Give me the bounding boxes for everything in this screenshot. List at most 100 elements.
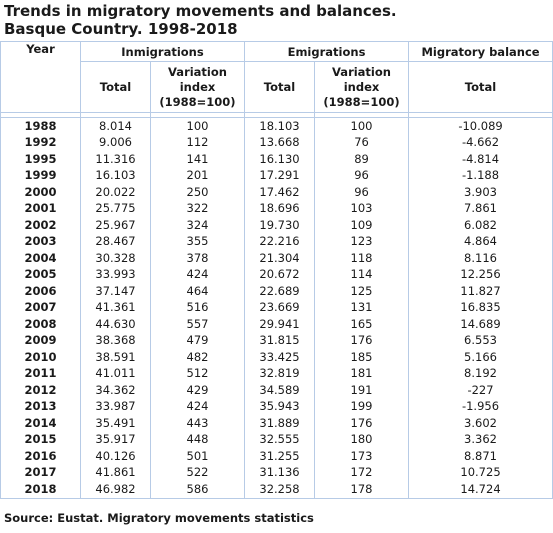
cell-migratory-balance: 10.725 — [408, 464, 553, 481]
cell-emigrations-index: 89 — [313, 151, 410, 168]
cell-migratory-balance: -1.956 — [408, 398, 553, 415]
cell-migratory-balance: 6.553 — [408, 332, 553, 349]
cell-emigrations-index: 96 — [313, 184, 410, 201]
cell-immigrations-index: 501 — [150, 448, 245, 465]
cell-emigrations-index: 114 — [313, 266, 410, 283]
table-row: 1995 11.316 141 16.130 89 -4.814 — [0, 151, 553, 168]
cell-migratory-balance: 5.166 — [408, 349, 553, 366]
cell-migratory-balance: -227 — [408, 382, 553, 399]
cell-emigrations-index: 180 — [313, 431, 410, 448]
cell-immigrations-total: 25.775 — [80, 200, 151, 217]
cell-emigrations-index: 176 — [313, 332, 410, 349]
cell-migratory-balance: 6.082 — [408, 217, 553, 234]
cell-year: 2005 — [0, 266, 81, 283]
cell-emigrations-total: 13.668 — [244, 134, 315, 151]
cell-year: 2002 — [0, 217, 81, 234]
cell-emigrations-total: 34.589 — [244, 382, 315, 399]
cell-immigrations-total: 35.491 — [80, 415, 151, 432]
cell-immigrations-total: 30.328 — [80, 250, 151, 267]
cell-emigrations-total: 16.130 — [244, 151, 315, 168]
cell-emigrations-total: 18.696 — [244, 200, 315, 217]
cell-emigrations-total: 20.672 — [244, 266, 315, 283]
cell-immigrations-total: 33.993 — [80, 266, 151, 283]
cell-year: 2016 — [0, 448, 81, 465]
header-immigrations: Inmigrations — [80, 41, 245, 62]
title-line-2: Basque Country. 1998-2018 — [4, 20, 238, 38]
cell-immigrations-total: 28.467 — [80, 233, 151, 250]
cell-emigrations-total: 22.216 — [244, 233, 315, 250]
cell-year: 2001 — [0, 200, 81, 217]
cell-emigrations-index: 172 — [313, 464, 410, 481]
cell-year: 2018 — [0, 481, 81, 499]
table-row: 2010 38.591 482 33.425 185 5.166 — [0, 349, 553, 366]
cell-immigrations-index: 324 — [150, 217, 245, 234]
cell-immigrations-total: 40.126 — [80, 448, 151, 465]
cell-year: 2008 — [0, 316, 81, 333]
header-year: Year — [0, 41, 81, 113]
cell-emigrations-index: 191 — [313, 382, 410, 399]
cell-year: 2007 — [0, 299, 81, 316]
table-row: 2014 35.491 443 31.889 176 3.602 — [0, 415, 553, 432]
table-row: 2018 46.982 586 32.258 178 14.724 — [0, 481, 553, 499]
cell-emigrations-total: 33.425 — [244, 349, 315, 366]
source-note: Source: Eustat. Migratory movements stat… — [4, 511, 314, 525]
cell-immigrations-index: 201 — [150, 167, 245, 184]
table-row: 2007 41.361 516 23.669 131 16.835 — [0, 299, 553, 316]
header-imm-variation: Variation index (1988=100) — [150, 61, 245, 113]
cell-immigrations-total: 16.103 — [80, 167, 151, 184]
cell-year: 2000 — [0, 184, 81, 201]
table-row: 1999 16.103 201 17.291 96 -1.188 — [0, 167, 553, 184]
table-row: 1988 8.014 100 18.103 100 -10.089 — [0, 117, 553, 135]
table-row: 2004 30.328 378 21.304 118 8.116 — [0, 250, 553, 267]
table-title: Trends in migratory movements and balanc… — [4, 2, 397, 38]
cell-migratory-balance: 14.689 — [408, 316, 553, 333]
cell-immigrations-index: 448 — [150, 431, 245, 448]
cell-emigrations-index: 176 — [313, 415, 410, 432]
cell-year: 2015 — [0, 431, 81, 448]
cell-immigrations-index: 424 — [150, 266, 245, 283]
cell-year: 2010 — [0, 349, 81, 366]
cell-emigrations-index: 123 — [313, 233, 410, 250]
header-emi-total: Total — [244, 61, 315, 113]
table-row: 2001 25.775 322 18.696 103 7.861 — [0, 200, 553, 217]
cell-year: 2017 — [0, 464, 81, 481]
cell-immigrations-total: 33.987 — [80, 398, 151, 415]
cell-immigrations-index: 443 — [150, 415, 245, 432]
cell-immigrations-index: 512 — [150, 365, 245, 382]
cell-immigrations-total: 41.011 — [80, 365, 151, 382]
header-variation-line2: index — [179, 79, 216, 94]
header-spacer — [0, 112, 553, 118]
cell-emigrations-total: 35.943 — [244, 398, 315, 415]
cell-year: 2012 — [0, 382, 81, 399]
cell-emigrations-total: 17.462 — [244, 184, 315, 201]
cell-emigrations-total: 31.815 — [244, 332, 315, 349]
cell-immigrations-total: 11.316 — [80, 151, 151, 168]
cell-year: 1995 — [0, 151, 81, 168]
cell-year: 2003 — [0, 233, 81, 250]
cell-immigrations-index: 522 — [150, 464, 245, 481]
cell-emigrations-total: 22.689 — [244, 283, 315, 300]
cell-emigrations-total: 32.555 — [244, 431, 315, 448]
cell-migratory-balance: -1.188 — [408, 167, 553, 184]
table-row: 2017 41.861 522 31.136 172 10.725 — [0, 464, 553, 481]
cell-emigrations-index: 199 — [313, 398, 410, 415]
cell-emigrations-total: 29.941 — [244, 316, 315, 333]
cell-migratory-balance: 16.835 — [408, 299, 553, 316]
cell-year: 1988 — [0, 117, 81, 135]
cell-immigrations-index: 429 — [150, 382, 245, 399]
header-variation-line1: Variation — [332, 64, 391, 79]
table-body: 1988 8.014 100 18.103 100 -10.089 1992 9.006 112… — [0, 117, 553, 499]
cell-migratory-balance: -10.089 — [408, 117, 553, 135]
cell-immigrations-index: 557 — [150, 316, 245, 333]
cell-migratory-balance: 8.116 — [408, 250, 553, 267]
header-variation-line3: (1988=100) — [159, 94, 236, 109]
cell-emigrations-index: 165 — [313, 316, 410, 333]
header-balance-total: Total — [408, 61, 553, 113]
cell-year: 1992 — [0, 134, 81, 151]
table-row: 2016 40.126 501 31.255 173 8.871 — [0, 448, 553, 465]
cell-emigrations-index: 173 — [313, 448, 410, 465]
cell-immigrations-index: 586 — [150, 481, 245, 499]
cell-immigrations-index: 378 — [150, 250, 245, 267]
cell-migratory-balance: -4.814 — [408, 151, 553, 168]
cell-immigrations-total: 37.147 — [80, 283, 151, 300]
